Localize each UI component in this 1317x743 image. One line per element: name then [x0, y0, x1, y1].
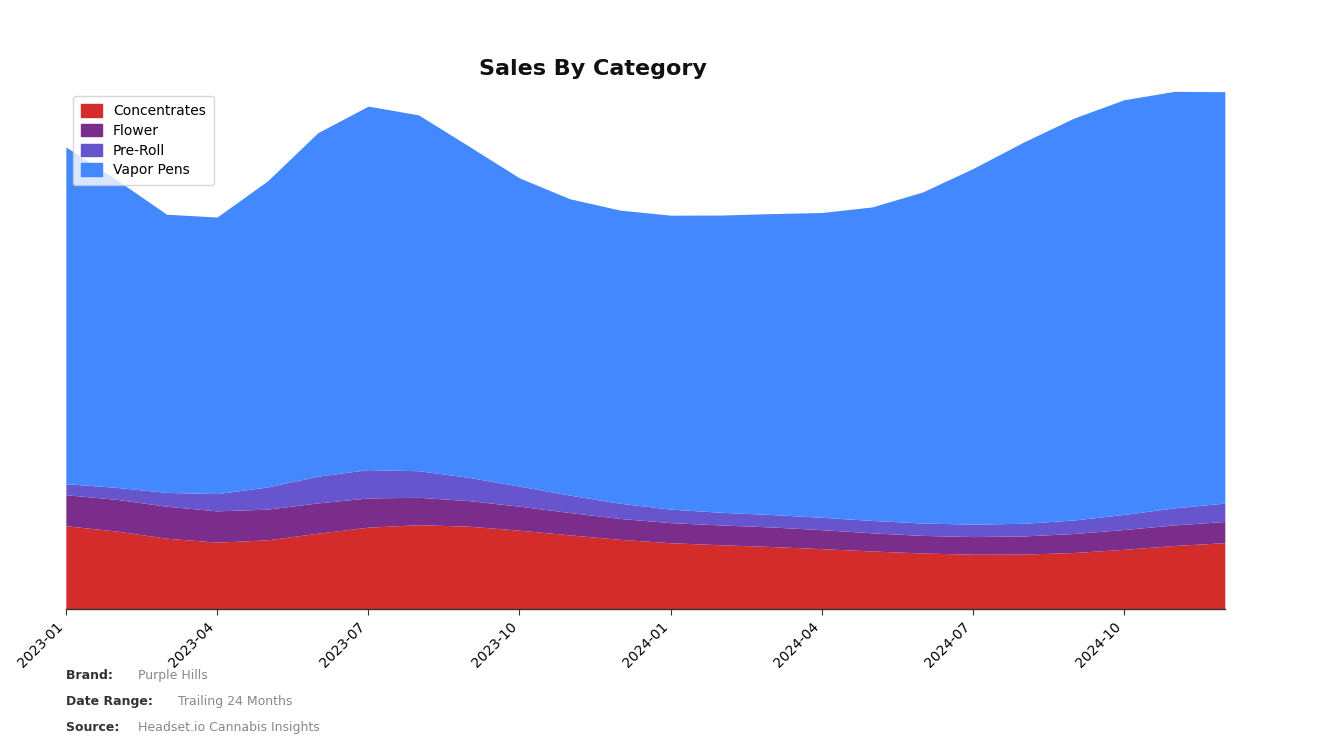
Text: Sales By Category: Sales By Category — [478, 59, 707, 80]
Text: Date Range:: Date Range: — [66, 695, 157, 707]
Text: Source:: Source: — [66, 721, 124, 733]
Text: Trailing 24 Months: Trailing 24 Months — [178, 695, 292, 707]
Legend: Concentrates, Flower, Pre-Roll, Vapor Pens: Concentrates, Flower, Pre-Roll, Vapor Pe… — [72, 96, 215, 186]
Text: Headset.io Cannabis Insights: Headset.io Cannabis Insights — [138, 721, 320, 733]
Text: Brand:: Brand: — [66, 669, 117, 681]
Text: Purple Hills: Purple Hills — [138, 669, 208, 681]
